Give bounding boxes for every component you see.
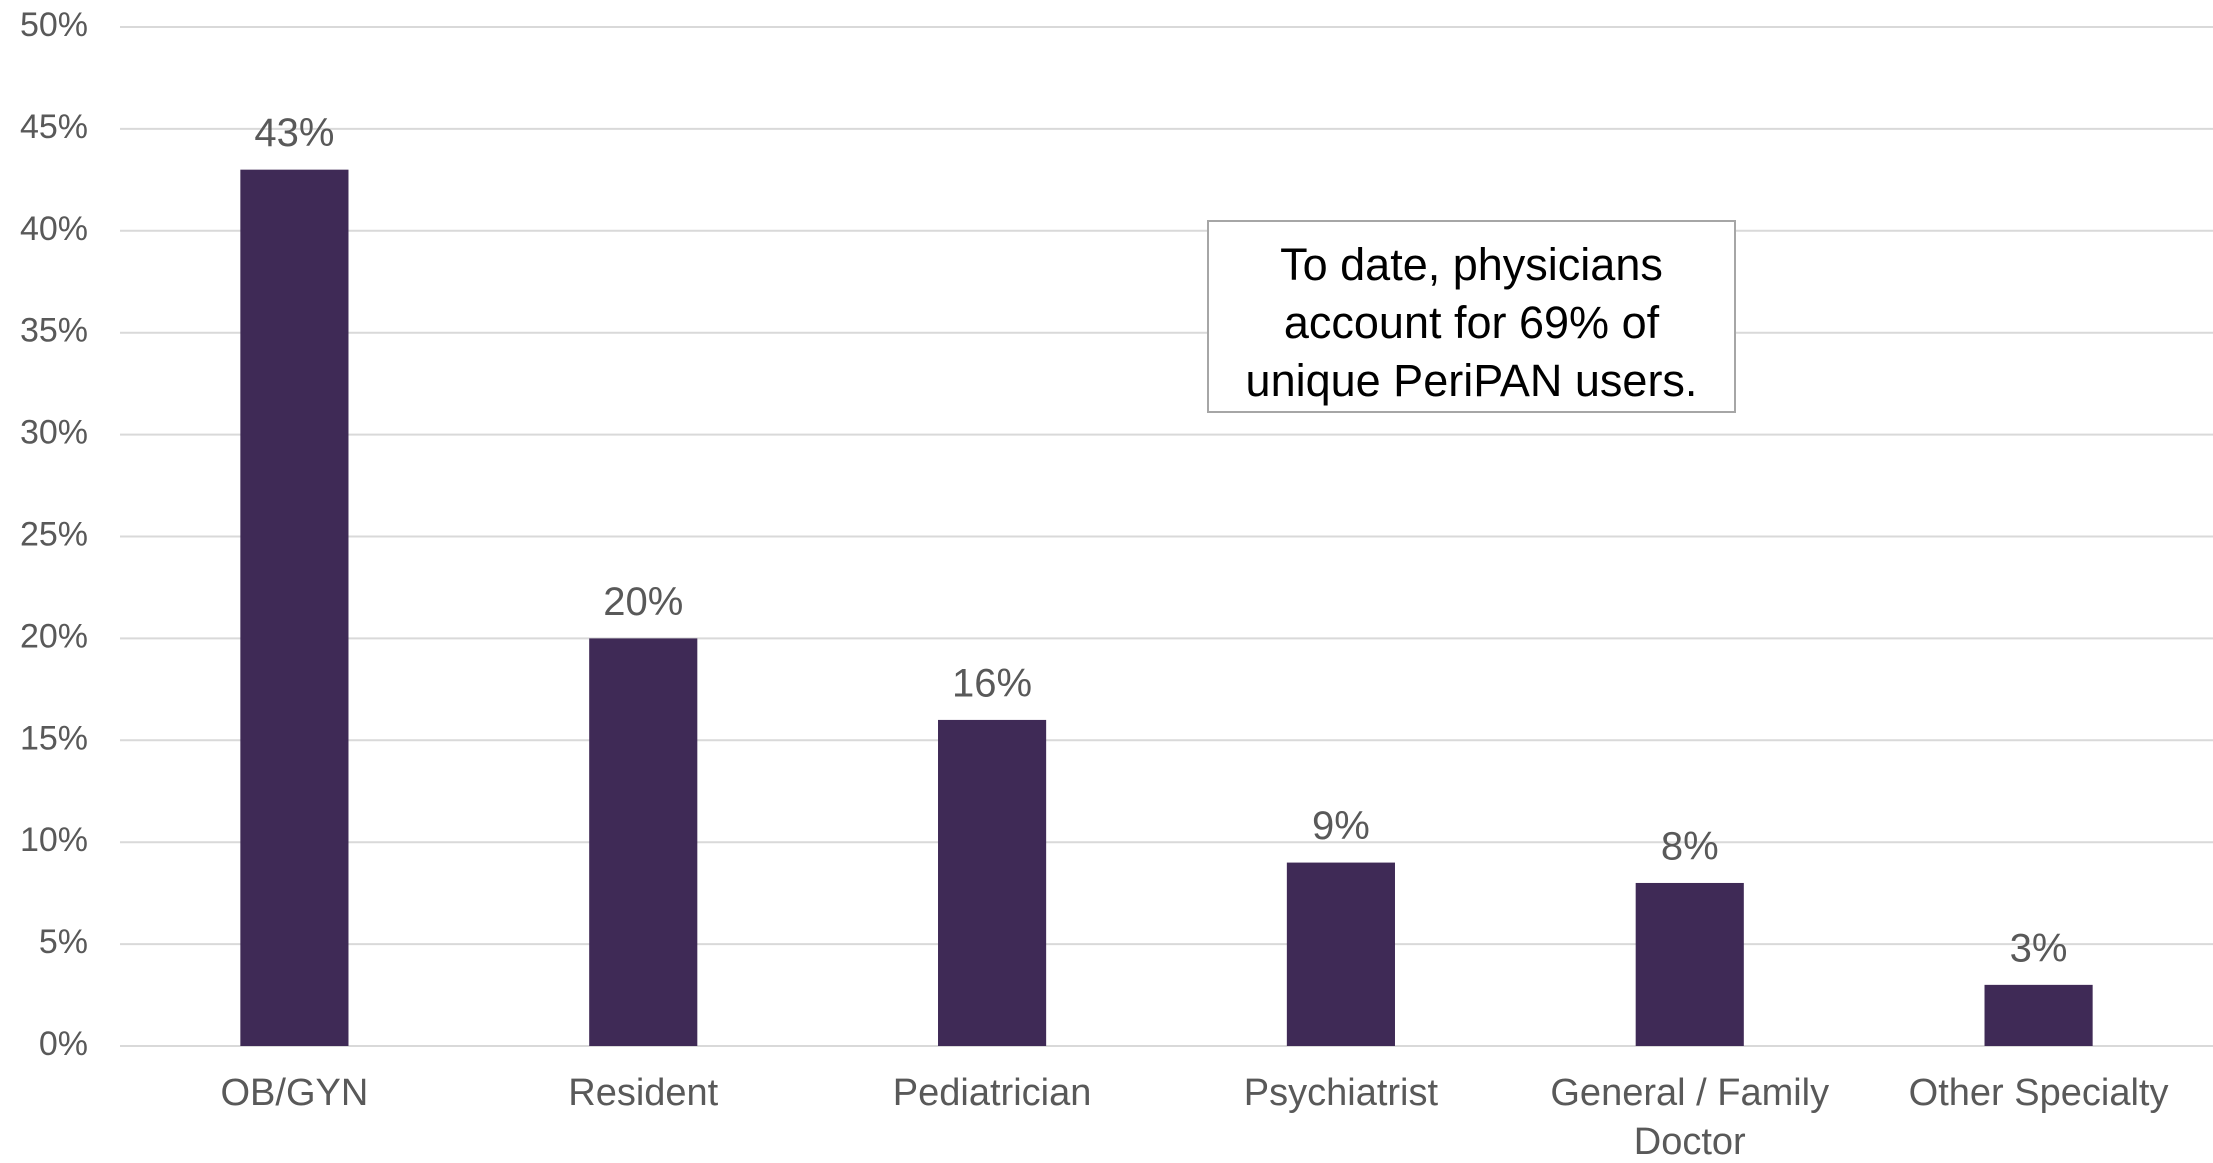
- data-label: 9%: [1312, 804, 1370, 848]
- x-tick-label: Resident: [568, 1072, 718, 1114]
- y-tick-label: 0%: [39, 1025, 88, 1063]
- x-tick-label: Other Specialty: [1909, 1072, 2169, 1114]
- data-label: 16%: [952, 661, 1032, 705]
- bar: [1635, 882, 1744, 1046]
- y-tick-label: 45%: [20, 108, 88, 146]
- x-tick-label: General / Family Doctor: [1550, 1072, 1829, 1163]
- bar: [589, 638, 698, 1046]
- y-tick-label: 35%: [20, 312, 88, 350]
- x-tick-label: Psychiatrist: [1244, 1072, 1439, 1114]
- bar: [1286, 862, 1395, 1046]
- y-tick-label: 50%: [20, 6, 88, 44]
- data-label: 20%: [603, 580, 683, 624]
- annotation: To date, physicians account for 69% of u…: [1207, 220, 1736, 413]
- y-tick-label: 15%: [20, 719, 88, 757]
- y-tick-label: 5%: [39, 923, 88, 961]
- y-tick-label: 30%: [20, 414, 88, 452]
- bar: [938, 719, 1047, 1046]
- y-tick-label: 20%: [20, 617, 88, 655]
- x-tick-label: OB/GYN: [221, 1072, 369, 1114]
- data-label: 3%: [2010, 926, 2068, 970]
- y-tick-label: 25%: [20, 515, 88, 553]
- bar: [240, 169, 349, 1046]
- bar: [1984, 984, 2093, 1046]
- x-tick-label: Pediatrician: [893, 1072, 1092, 1114]
- y-tick-label: 10%: [20, 821, 88, 859]
- data-label: 8%: [1661, 825, 1719, 869]
- y-tick-label: 40%: [20, 210, 88, 248]
- data-label: 43%: [254, 111, 334, 155]
